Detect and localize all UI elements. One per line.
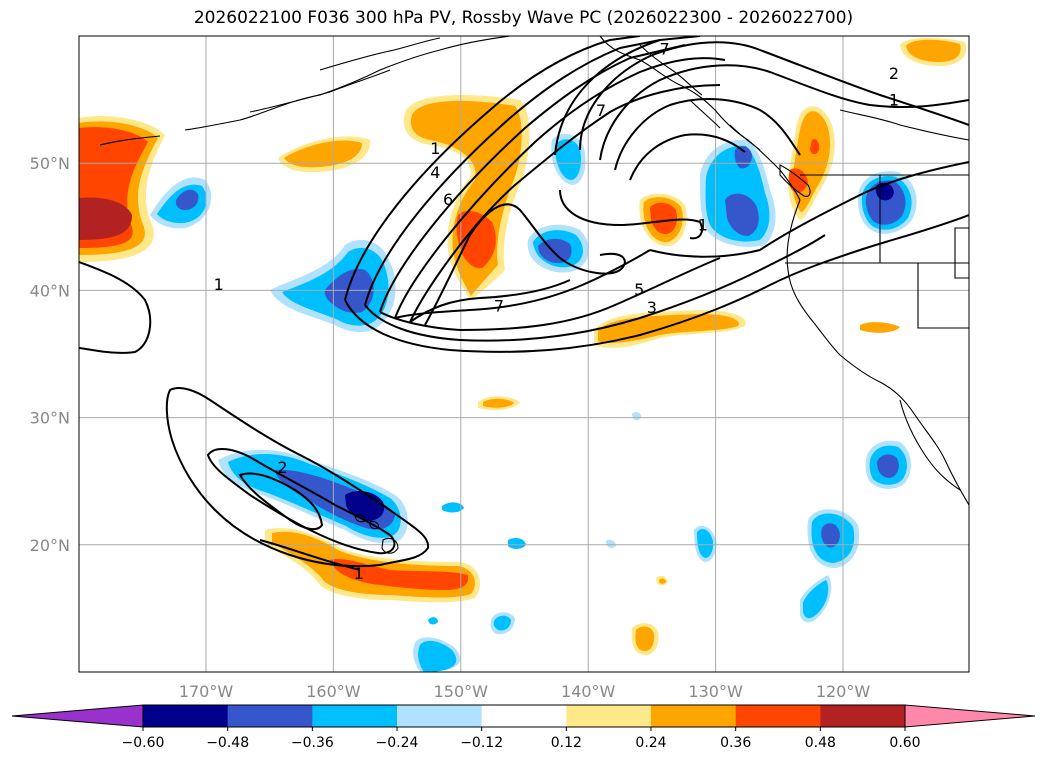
contour-label: 2 <box>277 458 287 477</box>
colorbar-tick-label: 0.60 <box>889 735 920 751</box>
latitude-labels: 50°N 40°N 30°N 20°N <box>30 154 70 555</box>
colorbar-segment <box>227 705 313 727</box>
map-frame <box>78 35 970 673</box>
colorbar-tick-label: 0.24 <box>635 735 666 751</box>
contour-label: 7 <box>596 101 606 120</box>
contour-label: 2 <box>889 64 899 83</box>
colorbar-tick-label: 0.36 <box>720 735 751 751</box>
colorbar-tick-label: −0.36 <box>291 735 334 751</box>
coastlines <box>99 36 969 554</box>
contour-label: 1 <box>889 91 899 110</box>
colorbar-extend-min <box>11 704 144 728</box>
colorbar-outline <box>142 704 906 728</box>
contour-label: 3 <box>647 298 657 317</box>
contour-label: 7 <box>660 40 670 59</box>
colorbar-tick-label: 0.48 <box>805 735 836 751</box>
colorbar-tick-label: −0.12 <box>460 735 503 751</box>
map-title: 2026022100 F036 300 hPa PV, Rossby Wave … <box>193 8 854 28</box>
contour-label: 1 <box>214 275 224 294</box>
longitude-label: 160°W <box>306 682 361 701</box>
rossby-wave-pc-contours <box>79 36 969 571</box>
colorbar-segment <box>397 705 483 727</box>
colorbar: −0.60 −0.48 −0.36 −0.24 −0.12 0.12 0.24 0.36 0.4… <box>11 704 1036 751</box>
colorbar-segment <box>735 705 821 727</box>
colorbar-extend-max <box>904 704 1036 728</box>
longitude-label: 130°W <box>688 682 743 701</box>
longitude-label: 170°W <box>179 682 234 701</box>
latitude-label: 50°N <box>30 154 70 173</box>
contour-label: 1 <box>698 215 708 234</box>
contour-label: 6 <box>443 190 453 209</box>
contour-label: 7 <box>494 297 504 316</box>
colorbar-segment <box>820 705 906 727</box>
colorbar-segment <box>566 705 652 727</box>
contour-label: 1 <box>354 564 364 583</box>
latitude-label: 30°N <box>30 409 70 428</box>
colorbar-tick-label: 0.12 <box>551 735 582 751</box>
contour-label: 5 <box>634 280 644 299</box>
colorbar-tick-label: −0.24 <box>376 735 419 751</box>
latitude-label: 20°N <box>30 536 70 555</box>
lat-lon-grid <box>79 36 969 672</box>
colorbar-tick-label: −0.48 <box>206 735 249 751</box>
longitude-label: 150°W <box>434 682 489 701</box>
colorbar-tick-label: −0.60 <box>122 735 165 751</box>
colorbar-segment <box>143 705 229 727</box>
latitude-label: 40°N <box>30 281 70 300</box>
contour-label: 1 <box>430 139 440 158</box>
contour-labels: 1 1 46 7 7 53 1 7 2 1 2 1 <box>214 40 899 583</box>
longitude-labels: 170°W 160°W 150°W 140°W 130°W 120°W <box>179 682 871 701</box>
colorbar-segment <box>651 705 737 727</box>
longitude-label: 140°W <box>561 682 616 701</box>
colorbar-segment <box>312 705 398 727</box>
longitude-label: 120°W <box>816 682 871 701</box>
colorbar-segment <box>481 705 567 727</box>
contour-label: 4 <box>430 163 440 182</box>
